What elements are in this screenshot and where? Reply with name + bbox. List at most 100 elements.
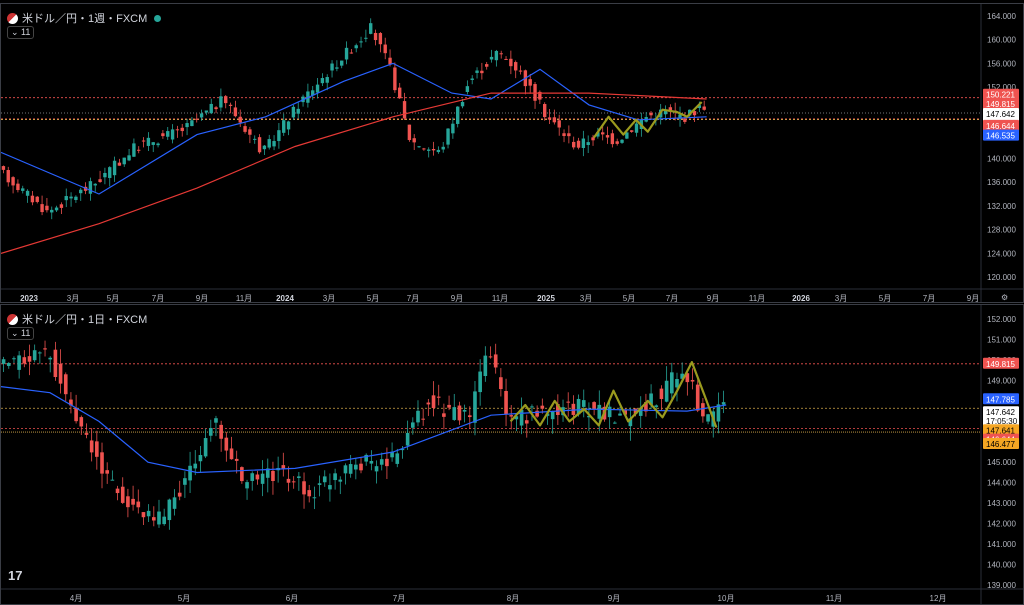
x-tick-label: 5月	[178, 594, 190, 603]
candle-body	[447, 404, 451, 408]
candle-body	[267, 139, 271, 148]
candle-body	[137, 149, 141, 151]
candle-body	[63, 374, 68, 395]
candle-body	[697, 105, 702, 109]
daily-chart-panel[interactable]: 152.000151.000150.000149.000148.000147.0…	[0, 304, 1024, 605]
moving-average-line	[1, 92, 707, 254]
x-tick-label: 4月	[70, 594, 82, 603]
candle-body	[354, 45, 358, 49]
candle-body	[58, 363, 63, 384]
x-tick-label: 12月	[930, 594, 947, 603]
candle-body	[1, 166, 6, 170]
candle-body	[678, 114, 682, 119]
candle-body	[88, 181, 93, 194]
candle-body	[685, 373, 690, 383]
candle-body	[359, 41, 363, 43]
candle-body	[457, 405, 462, 421]
candle-body	[535, 410, 539, 417]
daily-chart-canvas[interactable]: 152.000151.000150.000149.000148.000147.0…	[1, 305, 1023, 604]
x-tick-label: 11月	[236, 294, 252, 302]
candle-body	[240, 467, 244, 482]
y-tick-label: 142.000	[987, 520, 1016, 529]
candle-body	[281, 465, 286, 470]
price-tag-label: 150.221	[986, 91, 1015, 100]
x-tick-label: 7月	[393, 594, 405, 603]
candle-body	[282, 120, 286, 133]
candle-body	[17, 355, 21, 370]
candle-body	[556, 404, 560, 415]
candle-body	[618, 413, 622, 416]
candle-body	[344, 47, 349, 60]
candle-body	[127, 155, 131, 161]
x-tick-label: 10月	[718, 594, 735, 603]
x-tick-label: 11月	[749, 294, 765, 302]
candle-body	[302, 481, 306, 495]
candle-body	[613, 422, 617, 424]
candle-body	[50, 209, 54, 213]
candle-body	[43, 348, 47, 350]
candle-body	[654, 405, 659, 407]
candle-body	[151, 517, 156, 521]
daily-interval-dropdown[interactable]: ⌄ 11	[7, 327, 35, 340]
candle-body	[462, 410, 467, 412]
candle-body	[431, 395, 436, 409]
candle-body	[489, 56, 494, 60]
candle-body	[586, 142, 590, 146]
candle-body	[467, 415, 472, 418]
candle-body	[509, 415, 514, 417]
y-tick-label: 139.000	[987, 581, 1016, 590]
candle-body	[115, 488, 120, 494]
candle-body	[605, 135, 610, 138]
price-tag-bg	[983, 119, 1019, 131]
candle-body	[538, 91, 542, 100]
candle-body	[572, 141, 576, 148]
candle-body	[716, 404, 721, 422]
candle-body	[514, 416, 519, 420]
candle-body	[422, 148, 426, 150]
weekly-chart-panel[interactable]: 164.000160.000156.000152.000148.000144.0…	[0, 3, 1024, 303]
candle-body	[277, 130, 281, 142]
candle-body	[721, 402, 726, 405]
candle-body	[499, 377, 503, 390]
candle-body	[669, 372, 674, 394]
candle-body	[172, 497, 177, 509]
candle-body	[473, 391, 477, 423]
candle-body	[315, 84, 320, 93]
y-tick-label: 136.000	[987, 178, 1016, 187]
y-tick-label: 156.000	[987, 59, 1016, 68]
y-tick-label: 120.000	[987, 273, 1016, 282]
candle-body	[398, 87, 402, 99]
candle-body	[89, 440, 94, 453]
candle-body	[162, 516, 166, 525]
candle-body	[470, 78, 474, 80]
candle-body	[436, 149, 441, 153]
usdjpy-flag-icon	[7, 12, 18, 24]
y-tick-label: 164.000	[987, 12, 1016, 21]
x-tick-label: 9月	[608, 594, 620, 603]
candle-body	[628, 418, 633, 427]
x-tick-label: 3月	[323, 294, 335, 302]
candle-body	[547, 117, 552, 120]
candle-body	[385, 458, 389, 467]
market-status-icon	[154, 14, 162, 22]
candle-body	[620, 139, 624, 143]
x-tick-label: 11月	[826, 594, 842, 603]
x-tick-label: 3月	[835, 294, 847, 302]
candle-body	[100, 452, 104, 474]
candle-body	[452, 407, 457, 420]
candle-body	[407, 124, 412, 141]
candle-body	[208, 427, 213, 436]
candle-body	[45, 205, 49, 211]
settings-gear-icon[interactable]: ⚙	[1001, 293, 1008, 302]
candle-body	[504, 391, 508, 415]
x-tick-label: 3月	[67, 294, 79, 302]
candle-body	[296, 108, 300, 114]
price-tag-label: 146.477	[986, 440, 1015, 449]
candle-body	[185, 123, 189, 128]
candle-body	[649, 112, 653, 116]
candle-body	[571, 403, 576, 415]
weekly-chart-canvas[interactable]: 164.000160.000156.000152.000148.000144.0…	[1, 4, 1023, 302]
candle-body	[383, 44, 387, 54]
candle-body	[98, 179, 102, 183]
weekly-interval-dropdown[interactable]: ⌄ 11	[7, 26, 35, 39]
